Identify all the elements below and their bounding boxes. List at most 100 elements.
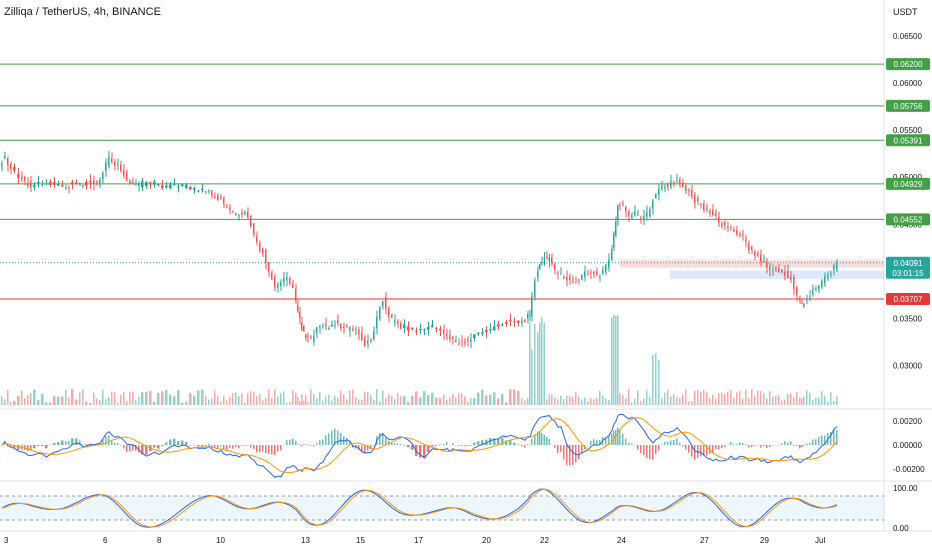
volume-bar	[370, 394, 372, 405]
volume-bar	[801, 398, 803, 405]
macd-histogram-bar	[325, 435, 327, 445]
candle-body	[388, 308, 390, 318]
candle-body	[679, 179, 681, 185]
candle-body	[587, 274, 589, 276]
candle-body	[470, 338, 472, 342]
candle-body	[145, 182, 148, 187]
candle-body	[619, 205, 621, 207]
macd-histogram-bar	[446, 441, 448, 445]
volume-bar	[403, 396, 406, 405]
candle-body	[703, 203, 705, 211]
volume-bar	[435, 397, 438, 405]
volume-bar	[473, 398, 476, 405]
volume-bar	[388, 394, 390, 405]
volume-bar	[253, 391, 255, 405]
volume-bar	[763, 392, 765, 405]
volume-bar	[132, 391, 134, 405]
level-label-badge	[886, 213, 930, 226]
macd-histogram-bar	[625, 438, 627, 445]
candle-body	[646, 212, 648, 217]
volume-bar	[394, 398, 396, 405]
macd-histogram-bar	[509, 440, 512, 445]
macd-histogram-bar	[431, 445, 434, 447]
candle-body	[373, 331, 375, 340]
candle-body	[217, 194, 219, 201]
volume-bar	[397, 392, 399, 405]
candle-body	[394, 320, 396, 323]
macd-histogram-bar	[307, 445, 309, 446]
candle-body	[712, 209, 714, 215]
candle-body	[655, 194, 657, 199]
candle-body	[132, 181, 134, 183]
macd-histogram-bar	[485, 439, 488, 445]
macd-histogram-bar	[310, 445, 312, 446]
volume-bar	[581, 399, 583, 405]
candle-body	[423, 329, 426, 331]
macd-histogram-bar	[79, 440, 81, 445]
macd-histogram-bar	[394, 443, 396, 445]
macd-histogram-bar	[730, 441, 732, 445]
volume-bar	[543, 322, 545, 405]
candle-body	[274, 276, 276, 288]
volume-bar	[45, 402, 48, 405]
volume-bar	[739, 390, 741, 405]
candle-body	[700, 203, 702, 205]
macd-line	[1, 413, 838, 478]
volume-bar	[676, 397, 678, 405]
macd-histogram-bar	[61, 440, 64, 445]
level-label-badge	[886, 177, 930, 190]
volume-bar	[546, 399, 548, 405]
candle-body	[613, 233, 615, 248]
macd-histogram-bar	[305, 444, 307, 445]
volume-bar	[590, 398, 592, 405]
volume-bar	[560, 395, 562, 405]
macd-histogram-bar	[126, 445, 128, 452]
candle-body	[715, 212, 717, 216]
macd-histogram-bar	[748, 445, 750, 448]
macd-histogram-bar	[613, 430, 615, 445]
candle-body	[355, 329, 357, 331]
candle-body	[111, 158, 113, 163]
macd-histogram-bar	[617, 427, 619, 445]
volume-bar	[745, 389, 747, 405]
candle-body	[307, 335, 309, 337]
candle-body	[10, 163, 12, 169]
volume-bar	[303, 400, 305, 405]
macd-histogram-bar	[244, 445, 246, 446]
macd-histogram-bar	[661, 444, 663, 445]
candle-body	[517, 320, 520, 323]
time-tick-label: 6	[103, 536, 108, 545]
volume-bar	[33, 389, 36, 405]
candle-body	[138, 183, 140, 187]
macd-histogram-bar	[1, 445, 3, 446]
macd-histogram-bar	[280, 445, 282, 451]
macd-histogram-bar	[403, 445, 406, 446]
candle-body	[129, 180, 131, 184]
candle-body	[435, 327, 438, 329]
candle-body	[446, 333, 448, 337]
candle-body	[578, 279, 580, 281]
volume-bar	[548, 394, 550, 405]
macd-histogram-bar	[721, 445, 723, 449]
candle-body	[244, 211, 246, 215]
macd-histogram-bar	[590, 440, 592, 445]
level-label-badge	[886, 99, 930, 112]
volume-bar	[328, 394, 330, 405]
volume-bar	[803, 396, 805, 405]
volume-bar	[481, 389, 484, 405]
candle-body	[543, 257, 545, 260]
macd-histogram-bar	[745, 444, 747, 445]
candle-body	[299, 311, 301, 319]
candle-body	[824, 276, 826, 284]
volume-bar	[796, 392, 798, 405]
macd-histogram-bar	[283, 444, 285, 446]
volume-bar	[301, 394, 303, 405]
macd-histogram-bar	[141, 445, 144, 455]
volume-bar	[697, 390, 699, 405]
candle-body	[590, 272, 592, 274]
macd-histogram-bar	[449, 445, 451, 446]
volume-bar	[733, 397, 735, 405]
macd-histogram-bar	[769, 445, 771, 448]
volume-bar	[643, 398, 645, 405]
